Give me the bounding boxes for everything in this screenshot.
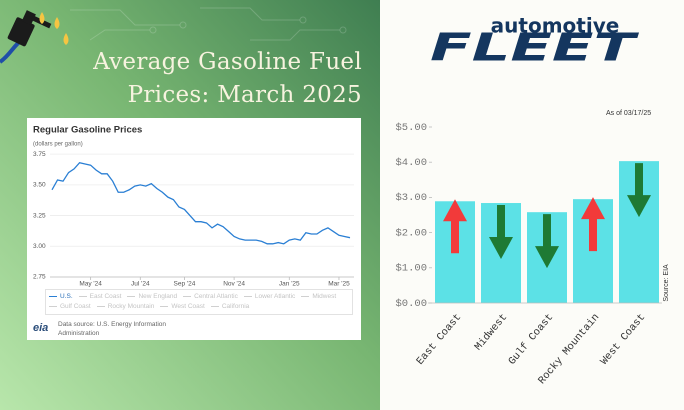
circuit-decoration	[70, 7, 347, 41]
source-note: Data source: U.S. Energy Information Adm…	[58, 321, 167, 337]
trend-arrow	[627, 163, 651, 218]
legend-item[interactable]: Midwest	[301, 292, 336, 302]
legend-item[interactable]: Rocky Mountain	[96, 302, 155, 312]
legend-item[interactable]: New England	[127, 292, 177, 302]
x-tick-label: Mar '25	[328, 281, 350, 288]
fuel-pump-icon	[0, 10, 69, 64]
y-tick-label: $5.00	[395, 122, 427, 134]
legend-label: New England	[138, 293, 178, 300]
legend-label: East Coast	[89, 293, 122, 300]
chart-subtitle: (dollars per gallon)	[33, 142, 83, 148]
legend-label: Gulf Coast	[60, 303, 91, 310]
legend-swatch	[210, 305, 219, 308]
legend-label: Midwest	[312, 293, 337, 300]
x-tick-label: May '24	[79, 281, 102, 288]
legend-item[interactable]: Gulf Coast	[49, 302, 91, 312]
y-tick-label: 3.50	[33, 182, 46, 189]
legend-label: Rocky Mountain	[107, 303, 155, 310]
y-tick-label: $0.00	[395, 298, 427, 310]
legend-swatch	[160, 305, 169, 308]
trend-arrow	[581, 197, 605, 252]
legend-swatch	[96, 305, 105, 308]
logo-top: automotive	[491, 14, 620, 38]
source-note: Source: EIA	[663, 264, 670, 302]
legend-label: Lower Atlantic	[254, 293, 296, 300]
y-tick-label: $4.00	[395, 157, 427, 169]
legend-item[interactable]: Central Atlantic	[183, 292, 238, 302]
legend-swatch	[301, 295, 310, 298]
legend-item[interactable]: U.S.	[49, 292, 73, 302]
legend: U.S. East Coast New England Central Atlanti…	[45, 289, 353, 315]
x-tick-label: Sep '24	[174, 281, 196, 288]
logo-bottom: FLEET	[430, 26, 640, 70]
line-series	[51, 162, 351, 245]
legend-label: U.S.	[60, 293, 73, 300]
x-tick-label: Jan '25	[279, 281, 300, 288]
y-tick-label: 2.75	[33, 274, 46, 281]
legend-swatch	[183, 295, 192, 298]
y-tick-label: 3.25	[33, 212, 46, 219]
legend-label: California	[221, 303, 250, 310]
x-tick-label: Nov '24	[223, 281, 245, 288]
page-title: Average Gasoline Fuel Prices: March 2025	[93, 49, 362, 108]
y-tick-label: $2.00	[395, 227, 427, 239]
annotation: As of 03/17/25	[606, 110, 651, 117]
y-tick-label: 3.75	[33, 151, 46, 158]
chart-title: Regular Gasoline Prices	[33, 125, 142, 136]
y-tick-label: 3.00	[33, 243, 46, 250]
legend-item[interactable]: East Coast	[78, 292, 122, 302]
trend-arrow	[489, 205, 513, 260]
trend-arrow	[535, 214, 559, 269]
y-tick-label: $3.00	[395, 192, 427, 204]
source-logo: eia	[33, 322, 49, 334]
x-tick-label: Jul '24	[131, 281, 150, 288]
legend-item[interactable]: California	[210, 302, 250, 312]
legend-label: West Coast	[171, 303, 205, 310]
legend-item[interactable]: West Coast	[160, 302, 205, 312]
legend-swatch	[49, 305, 57, 308]
y-tick-label: $1.00	[395, 263, 427, 275]
legend-swatch	[127, 295, 136, 298]
legend-swatch	[49, 295, 57, 298]
chart-card	[27, 118, 361, 340]
legend-item[interactable]: Lower Atlantic	[243, 292, 296, 302]
trend-arrow	[443, 199, 467, 254]
legend-swatch	[78, 295, 87, 298]
legend-label: Central Atlantic	[194, 293, 238, 300]
legend-swatch	[243, 295, 252, 298]
